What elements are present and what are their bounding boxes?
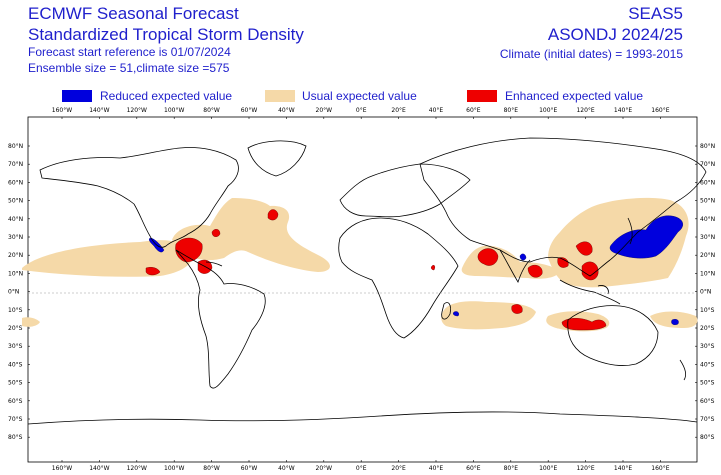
lon-tick-label: 160°E — [651, 107, 669, 114]
lat-tick-label: 30°N — [700, 234, 715, 241]
lat-tick-label: 60°N — [8, 179, 23, 186]
lon-tick-label: 40°W — [278, 107, 295, 114]
system-name: SEAS5 — [628, 4, 683, 23]
lon-tick-label: 0°E — [356, 465, 367, 472]
coastlines — [27, 137, 707, 425]
lon-tick-label: 80°E — [504, 107, 519, 114]
lat-tick-label: 80°N — [8, 143, 23, 150]
legend-swatch-reduced — [62, 90, 92, 102]
lon-tick-label: 120°E — [576, 107, 594, 114]
lat-tick-label: 60°S — [700, 398, 715, 405]
lat-tick-label: 0°N — [8, 289, 19, 296]
lat-tick-label: 80°S — [700, 434, 715, 441]
lon-tick-label: 20°W — [316, 107, 333, 114]
lon-tick-label: 80°W — [203, 465, 220, 472]
enhanced-areas — [145, 209, 607, 331]
lat-tick-label: 50°S — [700, 380, 715, 387]
lon-tick-label: 160°W — [52, 107, 72, 114]
lon-tick-label: 100°E — [539, 107, 557, 114]
lat-tick-label: 60°S — [8, 398, 23, 405]
title-line-2: Standardized Tropical Storm Density — [28, 25, 304, 44]
lon-tick-label: 20°E — [391, 107, 406, 114]
lon-tick-label: 60°E — [466, 107, 481, 114]
map-frame — [27, 116, 698, 463]
lon-tick-label: 100°W — [164, 465, 184, 472]
lat-tick-label: 30°S — [8, 343, 23, 350]
lat-tick-label: 20°N — [700, 252, 715, 259]
lat-tick-label: 30°N — [8, 234, 23, 241]
lat-tick-label: 70°N — [8, 161, 23, 168]
lon-tick-label: 120°E — [576, 465, 594, 472]
lon-tick-label: 0°E — [356, 107, 367, 114]
lon-tick-label: 140°E — [614, 465, 632, 472]
lat-tick-label: 10°N — [8, 270, 23, 277]
lat-tick-label: 10°S — [8, 307, 23, 314]
lon-tick-label: 60°E — [466, 465, 481, 472]
legend-swatch-enhanced — [467, 90, 497, 102]
lon-tick-label: 80°E — [504, 465, 519, 472]
lat-tick-label: 40°S — [8, 361, 23, 368]
lon-tick-label: 140°W — [89, 465, 109, 472]
lat-tick-label: 60°N — [700, 179, 715, 186]
lat-tick-label: 10°N — [700, 270, 715, 277]
lat-tick-label: 0°N — [700, 289, 711, 296]
forecast-start-reference: Forecast start reference is 01/07/2024 — [28, 45, 231, 59]
lon-tick-label: 20°W — [316, 465, 333, 472]
lon-tick-label: 100°E — [539, 465, 557, 472]
lat-tick-label: 20°N — [8, 252, 23, 259]
lat-tick-label: 10°S — [700, 307, 715, 314]
legend-label-usual: Usual expected value — [302, 89, 417, 103]
lon-tick-label: 140°E — [614, 107, 632, 114]
lat-tick-label: 40°N — [8, 216, 23, 223]
lon-tick-label: 60°W — [241, 107, 258, 114]
lon-tick-label: 80°W — [203, 107, 220, 114]
legend-label-enhanced: Enhanced expected value — [505, 89, 644, 103]
axis-labels: 160°W 160°W 140°W 140°W 120°W 120°W 100°W 100°W… — [8, 107, 715, 472]
lat-tick-label: 70°S — [8, 416, 23, 423]
lon-tick-label: 40°E — [429, 465, 444, 472]
climate-period: Climate (initial dates) = 1993-2015 — [499, 47, 683, 61]
lon-tick-label: 120°W — [127, 107, 147, 114]
forecast-period: ASONDJ 2024/25 — [547, 25, 683, 44]
lon-tick-label: 160°W — [52, 465, 72, 472]
lat-tick-label: 50°N — [700, 198, 715, 205]
lat-tick-label: 70°S — [700, 416, 715, 423]
lon-tick-label: 40°E — [429, 107, 444, 114]
legend-swatch-usual — [265, 90, 295, 102]
lat-tick-label: 20°S — [8, 325, 23, 332]
lat-tick-label: 80°N — [700, 143, 715, 150]
lat-tick-label: 50°S — [8, 380, 23, 387]
lon-tick-label: 40°W — [278, 465, 295, 472]
lat-tick-label: 20°S — [700, 325, 715, 332]
lat-tick-label: 30°S — [700, 343, 715, 350]
lon-tick-label: 60°W — [241, 465, 258, 472]
lat-tick-label: 40°N — [700, 216, 715, 223]
lon-tick-label: 160°E — [651, 465, 669, 472]
lon-tick-label: 100°W — [164, 107, 184, 114]
legend-label-reduced: Reduced expected value — [100, 89, 233, 103]
lat-tick-label: 70°N — [700, 161, 715, 168]
lon-tick-label: 120°W — [127, 465, 147, 472]
lat-tick-label: 40°S — [700, 361, 715, 368]
lat-tick-label: 50°N — [8, 198, 23, 205]
lat-tick-label: 80°S — [8, 434, 23, 441]
lon-tick-label: 20°E — [391, 465, 406, 472]
lon-tick-label: 140°W — [89, 107, 109, 114]
ensemble-size: Ensemble size = 51,climate size =575 — [28, 61, 230, 75]
title-line-1: ECMWF Seasonal Forecast — [28, 4, 239, 23]
